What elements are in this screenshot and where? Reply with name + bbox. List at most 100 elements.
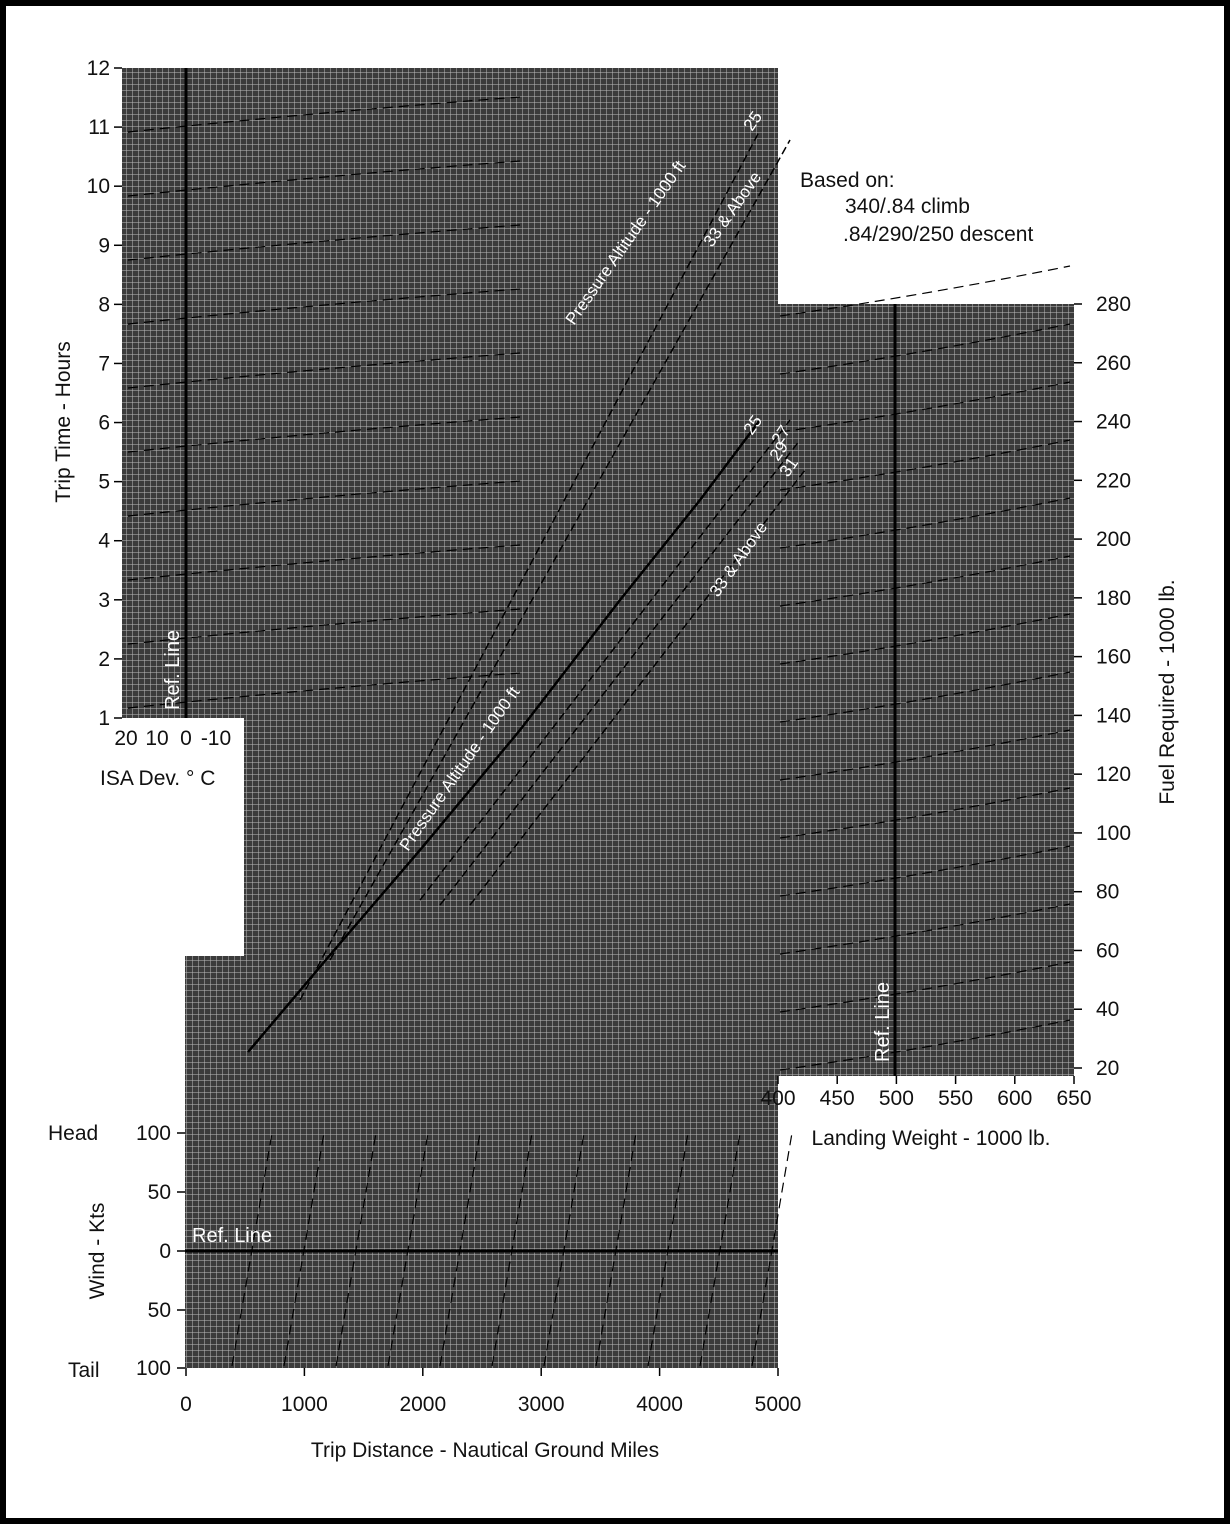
distance-tick-label: 3000 bbox=[518, 1393, 565, 1416]
isa-guide-line bbox=[127, 480, 521, 517]
trip-time-tick-label: 11 bbox=[88, 116, 110, 139]
fuel-tick-label: 180 bbox=[1096, 587, 1131, 610]
fuel-altitude-curve bbox=[419, 419, 791, 901]
landing-weight-axis-title: Landing Weight - 1000 lb. bbox=[812, 1127, 1051, 1150]
trip-time-tick-label: 4 bbox=[98, 530, 110, 553]
based-on-descent: .84/290/250 descent bbox=[843, 223, 1033, 246]
distance-tick-label: 4000 bbox=[636, 1393, 683, 1416]
distance-tick-label: 0 bbox=[180, 1393, 192, 1416]
wind-guide-line bbox=[283, 1132, 325, 1367]
grid-lower-panel bbox=[185, 956, 778, 1368]
isa-tick-label: 10 bbox=[145, 727, 168, 750]
fuel-tick-label: 120 bbox=[1096, 763, 1131, 786]
wind-tick-label: 0 bbox=[159, 1240, 171, 1263]
wind-axis-title: Wind - Kts bbox=[86, 1203, 109, 1300]
fuel-tick-label: 200 bbox=[1096, 528, 1131, 551]
weight-guide-line bbox=[779, 381, 1071, 433]
trip-time-tick-label: 9 bbox=[98, 234, 110, 257]
fuel-tick-label: 80 bbox=[1096, 881, 1119, 904]
weight-guide-line bbox=[779, 265, 1071, 317]
weight-guide-line bbox=[779, 845, 1071, 897]
weight-tick-label: 650 bbox=[1056, 1087, 1091, 1110]
fuel-tick-label: 160 bbox=[1096, 646, 1131, 669]
fuel-tick-label: 220 bbox=[1096, 469, 1131, 492]
wind-tick-label: 50 bbox=[148, 1181, 171, 1204]
fuel-tick-label: 280 bbox=[1096, 293, 1131, 316]
based-on-note: Based on: 340/.84 climb .84/290/250 desc… bbox=[800, 169, 1033, 246]
wind-tick-label: 100 bbox=[136, 1357, 171, 1380]
based-on-heading: Based on: bbox=[800, 169, 895, 192]
wind-guide-line bbox=[543, 1132, 585, 1367]
wind-guide-line bbox=[335, 1132, 377, 1367]
weight-guide-line bbox=[779, 729, 1071, 781]
grid-center-panel bbox=[244, 718, 778, 956]
trip-time-tick-label: 6 bbox=[98, 412, 110, 435]
weight-guide-line bbox=[779, 903, 1071, 955]
tick-labels: 1234567891011122040608010012014016018020… bbox=[87, 57, 1131, 1416]
weight-guide-line bbox=[779, 961, 1071, 1013]
fuel-tick-label: 40 bbox=[1096, 998, 1119, 1021]
fuel-altitude-curve bbox=[469, 469, 806, 906]
fuel-tick-label: 140 bbox=[1096, 704, 1131, 727]
wind-tick-label: 100 bbox=[136, 1122, 171, 1145]
fuel-tick-label: 100 bbox=[1096, 822, 1131, 845]
weight-tick-label: 600 bbox=[997, 1087, 1032, 1110]
isa-tick-label: -10 bbox=[201, 727, 231, 750]
isa-guide-line bbox=[127, 416, 521, 453]
isa-guide-line bbox=[127, 544, 521, 581]
weight-guide-line bbox=[779, 787, 1071, 839]
time-altitude-label-29: 29 bbox=[778, 112, 804, 138]
wind-head-label: Head bbox=[48, 1122, 98, 1145]
wind-guide-line bbox=[387, 1132, 429, 1367]
distance-tick-label: 5000 bbox=[755, 1393, 802, 1416]
wind-guide-line bbox=[439, 1132, 481, 1367]
trip-time-tick-label: 5 bbox=[98, 471, 110, 494]
isa-guide-line bbox=[127, 96, 521, 133]
weight-guide-line bbox=[779, 1019, 1071, 1071]
fuel-tick-label: 260 bbox=[1096, 352, 1131, 375]
weight-guide-line bbox=[779, 555, 1071, 607]
distance-tick-label: 2000 bbox=[399, 1393, 446, 1416]
grid-fuel-panel bbox=[778, 304, 1074, 1076]
time-altitude-curve bbox=[329, 139, 791, 961]
weight-tick-label: 400 bbox=[760, 1087, 795, 1110]
weight-guide-line bbox=[779, 671, 1071, 723]
distance-tick-label: 1000 bbox=[281, 1393, 328, 1416]
wind-tail-label: Tail bbox=[68, 1359, 100, 1382]
trip-time-tick-label: 10 bbox=[87, 175, 110, 198]
fuel-altitude-curve bbox=[439, 439, 801, 906]
fuel-tick-label: 240 bbox=[1096, 411, 1131, 434]
fuel-tick-label: 60 bbox=[1096, 939, 1119, 962]
trip-distance-axis-title: Trip Distance - Nautical Ground Miles bbox=[311, 1439, 659, 1462]
wind-guide-line bbox=[699, 1132, 741, 1367]
isa-ref-line-label: Ref. Line bbox=[162, 630, 184, 710]
weight-guide-line bbox=[779, 323, 1071, 375]
trip-time-tick-label: 1 bbox=[98, 707, 110, 730]
wind-guide-line bbox=[231, 1132, 273, 1367]
fuel-axis-title: Fuel Required - 1000 lb. bbox=[1156, 579, 1179, 804]
wind-guide-line bbox=[595, 1132, 637, 1367]
trip-time-axis-title: Trip Time - Hours bbox=[52, 341, 75, 502]
wind-tick-label: 50 bbox=[148, 1299, 171, 1322]
based-on-climb: 340/.84 climb bbox=[845, 195, 970, 218]
grid-background bbox=[122, 68, 1074, 1368]
guide-curves bbox=[127, 96, 1071, 1367]
reference-lines bbox=[184, 68, 897, 1253]
weight-tick-label: 500 bbox=[879, 1087, 914, 1110]
isa-guide-line bbox=[127, 224, 521, 261]
isa-guide-line bbox=[127, 160, 521, 197]
weight-guide-line bbox=[779, 497, 1071, 549]
trip-time-tick-label: 7 bbox=[98, 352, 110, 375]
time-altitude-curve bbox=[247, 419, 761, 1053]
trip-time-tick-label: 2 bbox=[98, 648, 110, 671]
trip-time-tick-label: 12 bbox=[87, 57, 110, 80]
isa-guide-line bbox=[127, 288, 521, 325]
wind-guide-line bbox=[491, 1132, 533, 1367]
trip-time-tick-label: 8 bbox=[98, 293, 110, 316]
weight-ref-line-label: Ref. Line bbox=[872, 982, 894, 1062]
wind-guide-line bbox=[647, 1132, 689, 1367]
isa-tick-label: 20 bbox=[114, 727, 137, 750]
time-altitude-curve bbox=[299, 129, 761, 1001]
isa-guide-line bbox=[127, 672, 521, 709]
